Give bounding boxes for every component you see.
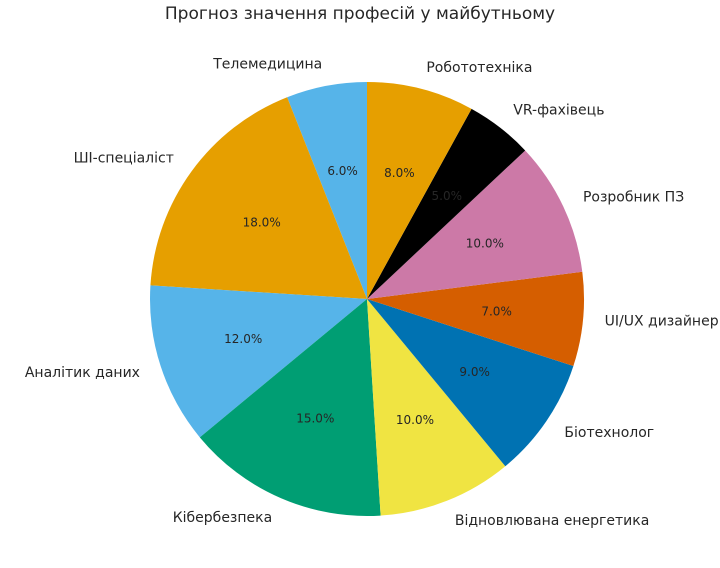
slice-category-label: Робототехніка — [426, 60, 532, 76]
slice-percent-label: 12.0% — [224, 332, 262, 346]
slice-category-label: ШІ-спеціаліст — [74, 151, 174, 167]
slice-category-label: Біотехнолог — [564, 425, 654, 441]
slice-percent-label: 10.0% — [466, 237, 504, 251]
pie-slice — [199, 299, 381, 516]
slice-percent-label: 6.0% — [327, 164, 358, 178]
slice-percent-label: 9.0% — [459, 365, 490, 379]
slice-category-label: VR-фахівець — [513, 102, 604, 118]
pie-slice — [367, 82, 472, 299]
slice-percent-label: 7.0% — [481, 304, 512, 318]
pie-slice — [287, 82, 367, 299]
slice-category-label: Відновлювана енергетика — [455, 513, 649, 529]
slice-category-label: UI/UX дизайнер — [605, 313, 719, 329]
pie-slice — [367, 299, 506, 516]
slice-percent-label: 5.0% — [432, 189, 463, 203]
slice-percent-label: 8.0% — [384, 166, 415, 180]
slice-percent-label: 10.0% — [396, 413, 434, 427]
slice-category-label: Телемедицина — [212, 57, 322, 73]
pie-slice — [367, 299, 574, 467]
chart-title: Прогноз значення професій у майбутньому — [164, 4, 556, 24]
pie-slice — [367, 150, 583, 299]
pie-slice — [367, 108, 526, 299]
slice-percent-label: 18.0% — [243, 215, 281, 229]
pie-slice — [367, 271, 585, 367]
slice-category-label: Аналітик даних — [25, 365, 140, 381]
pie-slice — [150, 285, 367, 438]
slice-category-label: Кібербезпека — [173, 510, 272, 526]
slice-category-label: Розробник ПЗ — [583, 189, 684, 205]
pie-slice — [150, 97, 367, 300]
slice-percent-label: 15.0% — [296, 411, 334, 425]
